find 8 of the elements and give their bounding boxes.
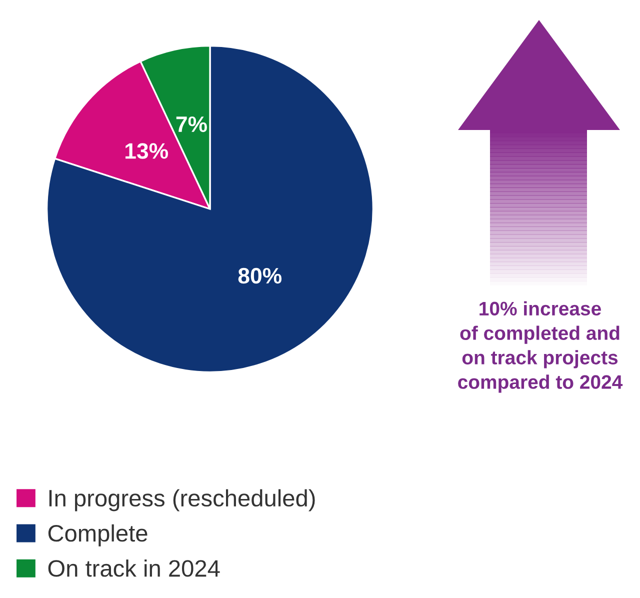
data-label: 7% (176, 116, 207, 132)
legend-label: In progress (rescheduled) (49, 489, 315, 512)
data-label: 13% (126, 143, 168, 159)
pie-slice (46, 44, 374, 374)
text: 10% increase of completed and on track projects compared to 2024 (458, 301, 623, 393)
legend-label: On track in 2024 (48, 559, 220, 577)
legend-label: Complete (48, 524, 148, 546)
data-label: 80% (238, 268, 282, 284)
